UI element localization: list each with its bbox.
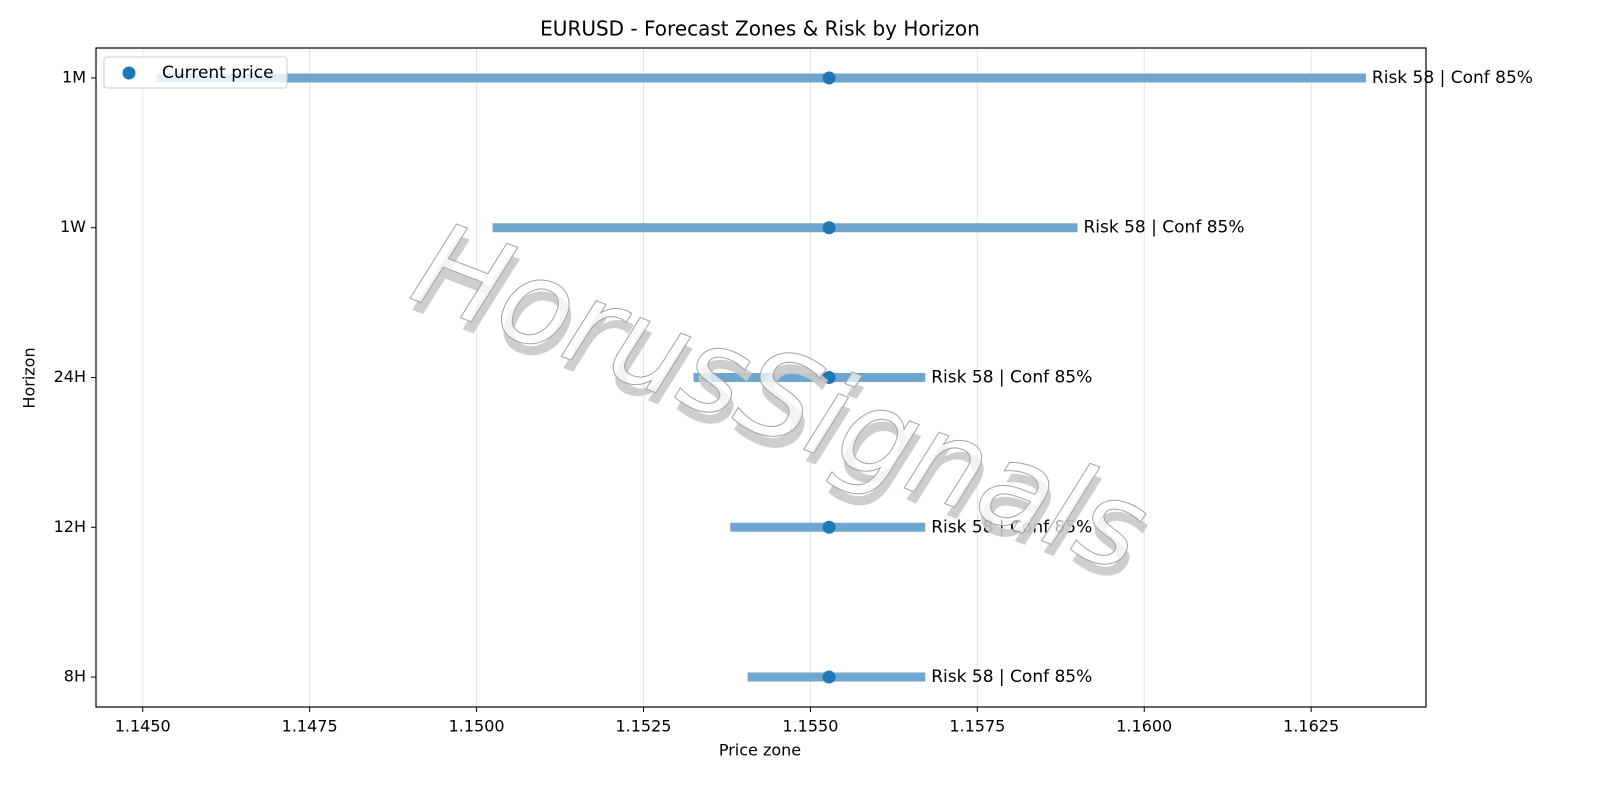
x-tick-label: 1.1475 <box>282 717 338 736</box>
x-tick-label: 1.1575 <box>949 717 1005 736</box>
x-tick-label: 1.1525 <box>615 717 671 736</box>
annotation: Risk 58 | Conf 85% <box>931 368 1092 388</box>
y-tick-label: 24H <box>54 367 86 386</box>
x-tick-label: 1.1500 <box>449 717 505 736</box>
y-tick-label: 1W <box>60 217 86 236</box>
current-price-dot <box>822 520 836 534</box>
y-tick-label: 12H <box>54 517 86 536</box>
y-tick-label: 8H <box>64 667 86 686</box>
watermark-text: HorusSignals <box>397 194 1165 599</box>
x-tick-label: 1.1450 <box>115 717 171 736</box>
chart-title: EURUSD - Forecast Zones & Risk by Horizo… <box>540 17 980 41</box>
current-price-dot <box>822 221 836 235</box>
legend-box <box>103 56 288 89</box>
legend-label: Current price <box>162 63 274 83</box>
current-price-dot <box>822 371 836 384</box>
x-tick-label: 1.1600 <box>1116 717 1172 736</box>
x-axis-label: Price zone <box>719 741 801 760</box>
annotation: Risk 58 | Conf 85% <box>931 517 1092 537</box>
x-tick-label: 1.1550 <box>782 717 838 736</box>
legend-marker <box>122 66 136 80</box>
annotation: Risk 58 | Conf 85% <box>1083 218 1244 238</box>
current-price-dot <box>822 670 836 684</box>
plot-frame <box>95 47 1427 708</box>
x-tick-label: 1.1625 <box>1283 717 1339 736</box>
y-axis-label: Horizon <box>20 347 39 408</box>
annotation: Risk 58 | Conf 85% <box>931 667 1092 687</box>
annotation: Risk 58 | Conf 85% <box>1372 68 1533 88</box>
y-tick-label: 1M <box>62 67 86 86</box>
current-price-dot <box>822 71 836 85</box>
